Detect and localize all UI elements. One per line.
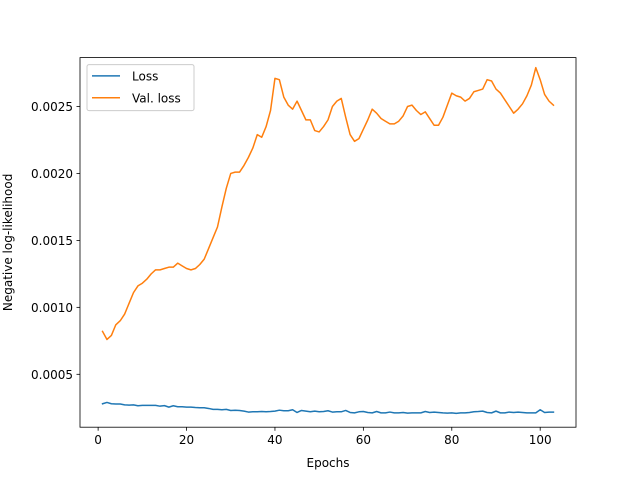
y-tick-label: 0.0010 [31,301,73,315]
y-tick-label: 0.0005 [31,368,73,382]
x-tick-label: 0 [94,433,102,447]
y-tick-label: 0.0025 [31,100,73,114]
series-line-loss [101,401,555,415]
y-tick-label: 0.0020 [31,167,73,181]
plot-area [101,66,555,415]
x-axis-label: Epochs [307,456,350,470]
x-tick-label: 60 [356,433,371,447]
x-tick-label: 20 [179,433,194,447]
y-axis-label: Negative log-likelihood [1,174,15,311]
ticks: 0 20 40 60 80 100 0.0005 0.0010 0.0015 0.0020 0.00… [31,100,552,447]
x-tick-label: 40 [267,433,282,447]
series-line-val-loss [101,66,555,341]
x-tick-label: 80 [444,433,459,447]
y-tick-label: 0.0015 [31,234,73,248]
legend-label-loss: Loss [132,69,158,83]
legend-label-val-loss: Val. loss [132,91,181,105]
x-tick-label: 100 [529,433,552,447]
legend: Loss Val. loss [86,64,195,112]
axes-frame [79,57,577,428]
